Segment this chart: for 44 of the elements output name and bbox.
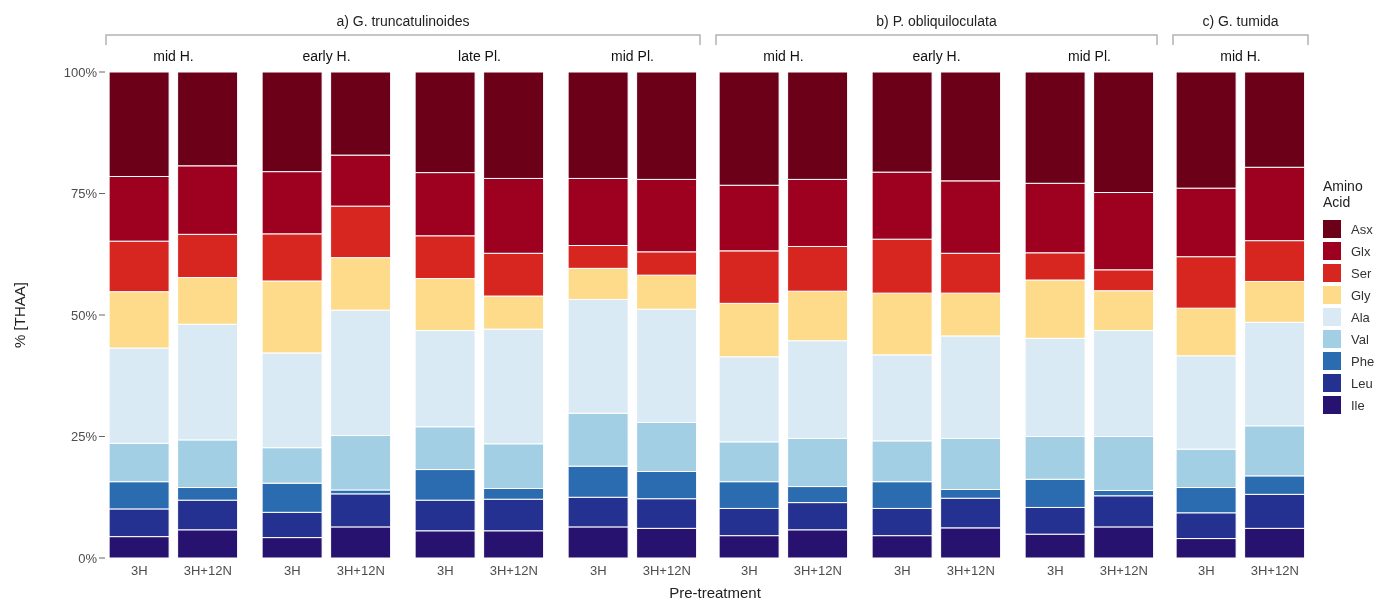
- x-tick-label: 3H: [740, 563, 758, 579]
- legend-label: Ala: [1351, 309, 1370, 325]
- x-tick-label: 3H: [130, 563, 148, 579]
- legend-label: Phe: [1351, 353, 1375, 369]
- legend-label: Val: [1351, 331, 1369, 347]
- x-tick-label: 3H+12N: [1099, 563, 1148, 579]
- chart-title: c) G. tumida: [1202, 13, 1279, 29]
- chart-title: b) P. obliquiloculata: [876, 13, 997, 29]
- legend-label: Leu: [1351, 375, 1373, 391]
- y-tick-label: 50%: [70, 307, 98, 323]
- x-tick-label: 3H: [436, 563, 454, 579]
- text: early H.: [302, 48, 351, 64]
- legend-label: Gly: [1351, 287, 1371, 303]
- text: mid Pl.: [1068, 48, 1111, 64]
- x-tick-label: 3H+12N: [336, 563, 385, 579]
- text: Asx: [1351, 221, 1373, 237]
- x-tick-label: 3H+12N: [642, 563, 691, 579]
- legend-label: Ser: [1351, 265, 1372, 281]
- y-tick-label: 100%: [63, 64, 98, 80]
- x-axis-title: Pre-treatment: [669, 584, 761, 601]
- chart-title: a) G. truncatulinoides: [336, 13, 470, 29]
- text: mid H.: [1220, 48, 1261, 64]
- x-tick-label: 3H+12N: [183, 563, 232, 579]
- text: mid Pl.: [611, 48, 654, 64]
- x-tick-label: 3H+12N: [793, 563, 842, 579]
- x-tick-label: 3H+12N: [1250, 563, 1299, 579]
- x-tick-label: 3H: [589, 563, 607, 579]
- text: mid H.: [763, 48, 804, 64]
- x-tick-label: 3H+12N: [946, 563, 995, 579]
- text: early H.: [912, 48, 961, 64]
- legend-label: Glx: [1351, 243, 1371, 259]
- y-axis-title: % [THAA]: [11, 282, 29, 348]
- x-tick-label: 3H: [893, 563, 911, 579]
- y-tick-label: 25%: [70, 429, 98, 445]
- text: mid H.: [153, 48, 194, 64]
- y-tick-label: 0%: [78, 550, 98, 566]
- x-tick-label: 3H: [1197, 563, 1215, 579]
- legend-title: Amino Acid: [1323, 178, 1363, 210]
- y-tick-label: 75%: [70, 186, 98, 202]
- x-tick-label: 3H+12N: [489, 563, 538, 579]
- x-tick-label: 3H: [283, 563, 301, 579]
- legend-label: Ile: [1351, 397, 1365, 413]
- x-tick-label: 3H: [1046, 563, 1064, 579]
- text: late Pl.: [458, 48, 501, 64]
